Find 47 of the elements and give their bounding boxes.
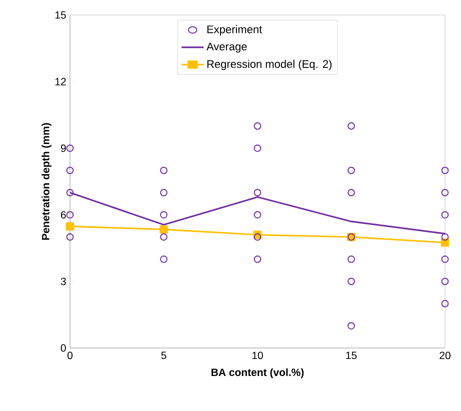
point <box>160 233 168 241</box>
x-tick-label: 20 <box>440 352 450 360</box>
x-tick-label: 5 <box>161 352 166 360</box>
point <box>441 166 449 174</box>
point <box>160 225 168 234</box>
point <box>441 211 449 218</box>
point <box>441 188 449 196</box>
y-tick-label: 12 <box>55 78 66 86</box>
point <box>254 188 262 196</box>
point <box>160 211 168 218</box>
point <box>254 256 262 263</box>
point <box>66 211 74 218</box>
point <box>348 256 355 263</box>
y-tick-label: 0 <box>60 344 66 352</box>
point <box>160 256 168 263</box>
point <box>254 233 262 241</box>
point <box>348 188 355 196</box>
x-tick-label: 15 <box>346 352 357 360</box>
point <box>441 278 449 286</box>
point <box>441 256 449 263</box>
y-tick-label: 6 <box>60 211 66 219</box>
point <box>66 188 74 196</box>
point <box>160 166 168 174</box>
point <box>348 122 355 130</box>
point <box>441 300 449 308</box>
point <box>160 188 168 196</box>
point <box>66 144 74 152</box>
point <box>348 322 355 330</box>
point <box>441 233 449 241</box>
x-tick-label: 0 <box>67 352 73 360</box>
legend-label: Average <box>206 42 247 53</box>
point <box>254 211 262 218</box>
point <box>348 166 355 174</box>
y-tick-label: 3 <box>60 278 66 286</box>
point <box>66 233 74 241</box>
point <box>348 278 355 286</box>
point <box>66 222 74 230</box>
y-tick-label: 15 <box>55 11 66 19</box>
point <box>254 144 262 152</box>
point <box>254 122 262 130</box>
y-axis-title: Penetration depth (mm) <box>42 123 52 240</box>
legend-label: Experiment <box>207 25 262 36</box>
point <box>66 166 74 174</box>
x-axis-title: BA content (vol.%) <box>212 368 304 378</box>
x-tick-label: 10 <box>252 352 263 360</box>
y-tick-label: 9 <box>60 144 66 152</box>
legend-label: Regression model (Eq. 2) <box>207 60 332 70</box>
